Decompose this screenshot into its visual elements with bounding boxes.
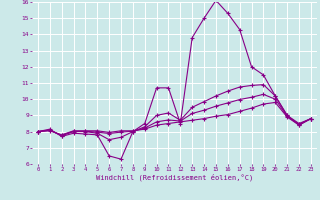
X-axis label: Windchill (Refroidissement éolien,°C): Windchill (Refroidissement éolien,°C) — [96, 173, 253, 181]
